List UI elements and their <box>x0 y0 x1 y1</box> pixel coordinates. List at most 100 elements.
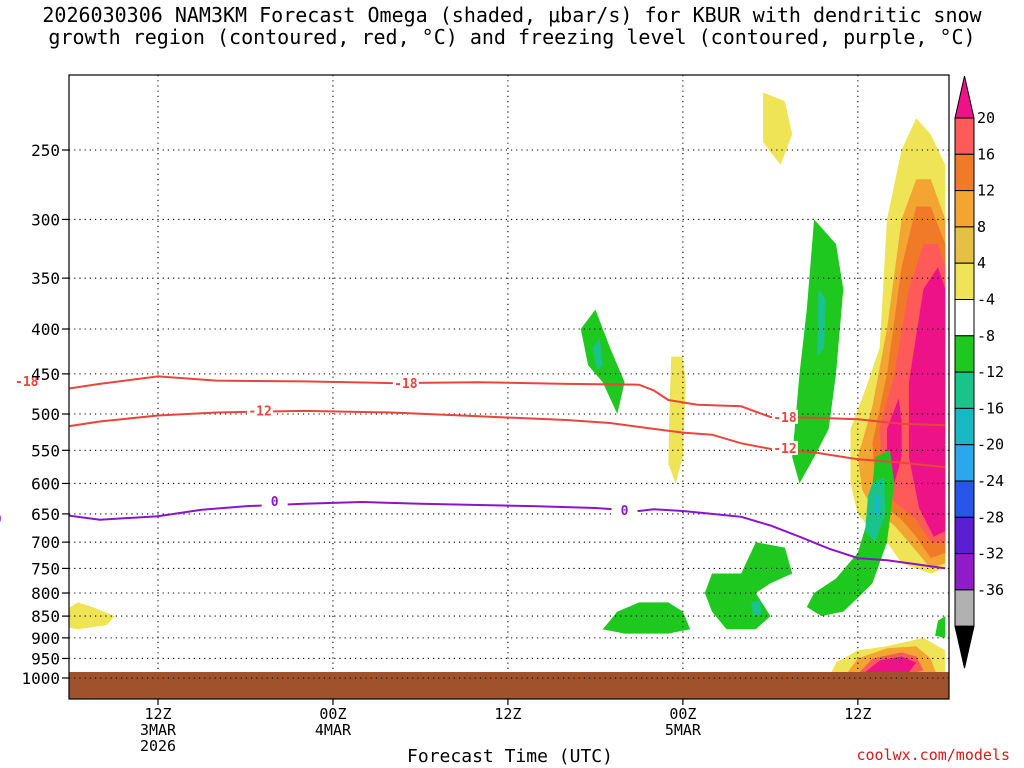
x-tick-label: 5MAR <box>665 721 702 739</box>
title-line-1: 2026030306 NAM3KM Forecast Omega (shaded… <box>42 3 982 27</box>
y-tick-label: 700 <box>31 533 60 552</box>
contour-label-bg <box>392 375 419 390</box>
contour-line <box>69 500 946 570</box>
colorbar-segment <box>954 153 975 192</box>
colorbar-top-arrow <box>954 75 975 119</box>
colorbar-label: 12 <box>977 182 995 200</box>
omega-region <box>668 356 686 484</box>
title-line-2: growth region (contoured, red, °C) and f… <box>48 25 976 49</box>
omega-region <box>592 338 603 370</box>
contour-label-bg <box>247 403 274 418</box>
colorbar-label: 16 <box>977 145 995 163</box>
colorbar-segment <box>954 299 975 337</box>
colorbar-label: -12 <box>977 363 1004 381</box>
omega-region <box>602 602 691 634</box>
colorbar-segment <box>954 190 975 228</box>
colorbar-segment <box>954 480 975 518</box>
plot-frame <box>68 74 950 700</box>
colorbar-label: 8 <box>977 218 986 236</box>
colorbar: 20 16 12 8 4 -4 -8 -12 -16 -20 -24 -28 -32 -36 <box>954 75 1004 669</box>
contour-labels: -18 -18 -18 -12 -12 0 0 0 <box>0 374 798 528</box>
y-tick-label: 550 <box>31 441 60 460</box>
y-tick-label: 500 <box>31 405 60 424</box>
omega-region <box>580 309 625 414</box>
colorbar-segment <box>954 226 975 264</box>
colorbar-segment <box>954 516 975 555</box>
colorbar-segment <box>954 407 975 446</box>
contour-label-bg <box>13 374 40 389</box>
omega-region <box>935 616 946 638</box>
colorbar-label: -28 <box>977 508 1004 526</box>
colorbar-label: -16 <box>977 399 1004 417</box>
contour-line <box>69 409 946 469</box>
colorbar-segment <box>954 371 975 409</box>
omega-region <box>908 267 946 537</box>
y-tick-label: 650 <box>31 505 60 524</box>
colorbar-segment <box>954 335 975 373</box>
colorbar-bottom-arrow <box>954 625 975 669</box>
contour-label-bg <box>771 409 798 424</box>
omega-region <box>704 542 793 630</box>
chart-title: 2026030306 NAM3KM Forecast Omega (shaded… <box>0 4 1024 48</box>
colorbar-segment <box>954 117 975 155</box>
contour-label-bg <box>261 494 288 509</box>
y-tick-label: 250 <box>31 141 60 160</box>
grid-lines <box>69 75 949 679</box>
y-tick-label: 1000 <box>21 669 60 688</box>
x-axis-title: Forecast Time (UTC) <box>407 746 613 767</box>
x-tick-label: 00Z <box>319 705 346 723</box>
omega-shading <box>69 92 946 678</box>
colorbar-label: 20 <box>977 109 995 127</box>
omega-region <box>873 495 880 514</box>
contour-label: -12 <box>248 405 271 420</box>
contour-label: -12 <box>773 442 796 457</box>
colorbar-segment <box>954 444 975 482</box>
y-tick-label: 350 <box>31 269 60 288</box>
colorbar-label: -24 <box>977 472 1004 490</box>
x-tick-label: 12Z <box>494 705 521 723</box>
omega-region <box>865 656 917 673</box>
colorbar-label: -36 <box>977 581 1004 599</box>
colorbar-label: -32 <box>977 545 1004 563</box>
contour-label: -18 <box>394 377 418 392</box>
x-tick-label: 4MAR <box>315 721 352 739</box>
omega-region <box>69 602 115 630</box>
omega-region <box>817 288 826 357</box>
x-tick-label: 12Z <box>144 705 171 723</box>
contour-label-bg <box>0 511 11 526</box>
site-credit: coolwx.com/models <box>856 746 1010 764</box>
colorbar-label: -20 <box>977 436 1004 454</box>
omega-region <box>751 600 762 617</box>
y-tick-label: 750 <box>31 559 60 578</box>
colorbar-label: -4 <box>977 291 995 309</box>
x-tick-label: 2026 <box>140 737 176 755</box>
omega-region <box>763 92 793 165</box>
contour-label: -18 <box>15 375 39 390</box>
y-tick-label: 450 <box>31 365 60 384</box>
contour-label-bg <box>771 440 798 455</box>
y-tick-label: 950 <box>31 649 60 668</box>
y-axis: 250 300 350 400 450 500 550 600 650 700 750 800 850 9… <box>21 141 69 688</box>
colorbar-segment <box>954 553 975 591</box>
y-tick-label: 900 <box>31 629 60 648</box>
colorbar-segment <box>954 262 975 301</box>
x-tick-label: 00Z <box>669 705 696 723</box>
y-tick-label: 850 <box>31 607 60 626</box>
colorbar-segment <box>954 589 975 627</box>
colorbar-label: 4 <box>977 254 986 272</box>
colorbar-label: -8 <box>977 327 995 345</box>
contour-label: 0 <box>0 513 2 528</box>
contour-label: 0 <box>621 504 629 519</box>
y-tick-label: 800 <box>31 584 60 603</box>
x-tick-label: 3MAR <box>140 721 177 739</box>
contour-label-bg <box>611 502 638 517</box>
y-tick-label: 600 <box>31 474 60 493</box>
y-tick-label: 300 <box>31 210 60 229</box>
contour-line <box>69 375 946 427</box>
ground-surface <box>69 672 949 699</box>
contour-label: -18 <box>773 411 797 426</box>
x-tick-label: 12Z <box>844 705 871 723</box>
y-tick-label: 400 <box>31 320 60 339</box>
